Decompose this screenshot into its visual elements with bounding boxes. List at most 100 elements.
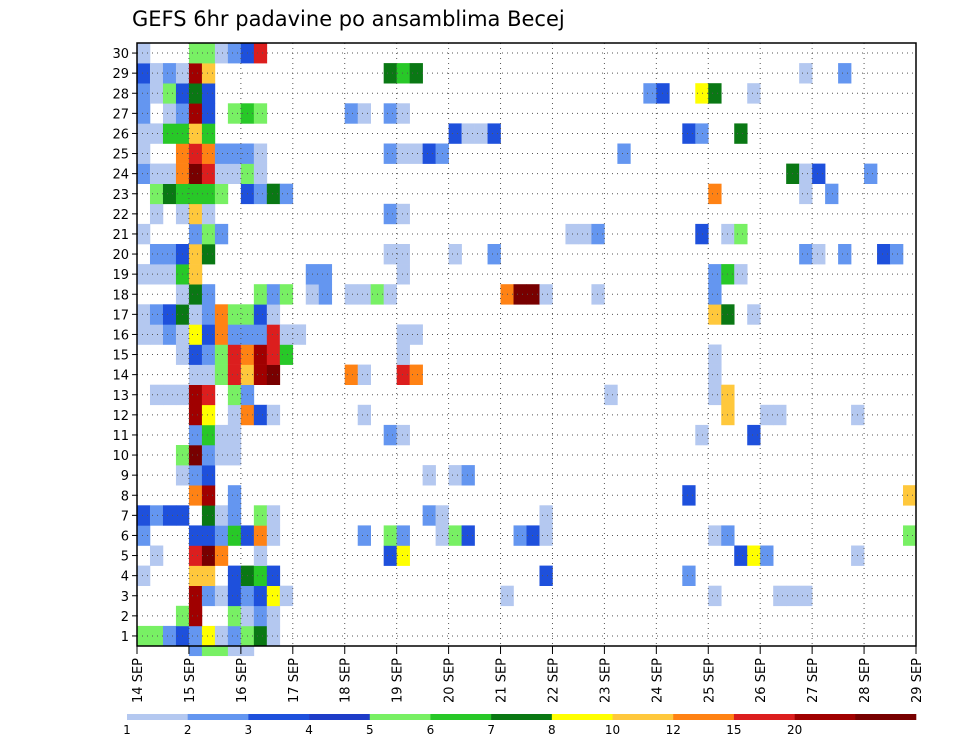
heatmap-cell — [253, 565, 268, 586]
heatmap-cell — [227, 344, 242, 365]
heatmap-cell — [513, 284, 527, 305]
heatmap-cell — [137, 304, 151, 325]
heatmap-cell — [396, 203, 410, 225]
y-tick-label: 30 — [112, 47, 129, 62]
heatmap-cell — [188, 143, 203, 164]
heatmap-cell — [708, 264, 722, 285]
x-tick-label: 29 SEP — [910, 658, 925, 703]
heatmap-cell — [188, 384, 203, 406]
heatmap-cell — [253, 585, 268, 607]
colorbar-swatch — [491, 714, 553, 720]
heatmap-cell — [409, 143, 423, 164]
heatmap-cell — [266, 304, 281, 325]
heatmap-cell — [149, 505, 164, 526]
heatmap-cell — [201, 203, 216, 225]
heatmap-cell — [578, 223, 592, 245]
heatmap-cell — [149, 183, 164, 205]
heatmap-cell — [201, 63, 216, 84]
heatmap-cell — [227, 424, 242, 446]
heatmap-cell — [201, 424, 216, 446]
heatmap-cell — [734, 123, 748, 144]
x-tick-label: 19 SEP — [391, 658, 406, 703]
heatmap-cell — [279, 344, 294, 365]
heatmap-cell — [708, 384, 722, 406]
heatmap-cell — [253, 284, 268, 305]
heatmap-cell — [708, 585, 722, 607]
heatmap-cell — [591, 223, 605, 245]
heatmap-cell — [812, 163, 826, 184]
heatmap-cell — [396, 424, 410, 446]
heatmap-cell — [409, 364, 423, 385]
heatmap-cell — [162, 103, 177, 124]
heatmap-cell — [409, 63, 423, 84]
heatmap-cell — [448, 123, 462, 144]
heatmap-cell — [903, 485, 917, 506]
heatmap-cell — [617, 143, 631, 164]
heatmap-cell — [201, 465, 216, 486]
heatmap-cell — [682, 565, 696, 586]
heatmap-cell — [708, 284, 722, 305]
heatmap-cell — [201, 223, 216, 245]
heatmap-cell — [214, 344, 229, 365]
heatmap-cell — [461, 465, 475, 486]
heatmap-cell — [266, 364, 281, 385]
heatmap-cell — [137, 123, 151, 144]
heatmap-cell — [253, 163, 268, 184]
heatmap-cell — [227, 646, 242, 657]
x-tick-label: 16 SEP — [235, 658, 250, 703]
heatmap-cell — [201, 304, 216, 325]
x-tick-label: 17 SEP — [287, 658, 302, 703]
heatmap-cell — [773, 585, 787, 607]
heatmap-cell — [864, 163, 878, 184]
heatmap-cell — [253, 344, 268, 365]
y-tick-label: 20 — [112, 248, 129, 263]
y-tick-label: 29 — [112, 67, 129, 82]
heatmap-cell — [188, 565, 203, 586]
colorbar-level-label: 7 — [487, 723, 495, 737]
heatmap-cell — [266, 324, 281, 345]
heatmap-cell — [201, 324, 216, 345]
heatmap-cell — [344, 364, 359, 385]
heatmap-cell — [292, 324, 307, 345]
heatmap-cell — [188, 163, 203, 184]
colorbar-level-label: 20 — [787, 723, 802, 737]
heatmap-cell — [227, 404, 242, 426]
heatmap-cell — [227, 163, 242, 184]
heatmap-cell — [253, 324, 268, 345]
heatmap-cell — [137, 565, 151, 586]
heatmap-cell — [383, 103, 397, 124]
heatmap-cell — [214, 163, 229, 184]
heatmap-cell — [188, 585, 203, 607]
heatmap-cell — [137, 264, 151, 285]
heatmap-cell — [409, 324, 423, 345]
heatmap-cell — [214, 424, 229, 446]
heatmap-cell — [396, 545, 410, 566]
colorbar-level-label: 3 — [245, 723, 253, 737]
heatmap-cell — [695, 123, 709, 144]
heatmap-cell — [461, 123, 475, 144]
y-tick-label: 22 — [112, 208, 129, 223]
colorbar-swatch — [309, 714, 371, 720]
y-tick-label: 1 — [121, 630, 129, 645]
heatmap-cell — [383, 63, 397, 84]
heatmap-cell — [214, 646, 229, 657]
y-tick-label: 26 — [112, 127, 129, 142]
heatmap-cell — [149, 384, 164, 406]
y-tick-label: 25 — [112, 148, 129, 163]
heatmap-cell — [227, 445, 242, 466]
y-tick-label: 15 — [112, 349, 129, 364]
y-tick-label: 7 — [121, 509, 129, 524]
heatmap-cell — [396, 344, 410, 365]
heatmap-cell — [266, 183, 281, 205]
y-tick-label: 23 — [112, 188, 129, 203]
colorbar-swatch — [855, 714, 917, 720]
heatmap-cell — [396, 103, 410, 124]
colorbar-level-label: 12 — [666, 723, 681, 737]
heatmap-cell — [201, 83, 216, 104]
y-tick-label: 18 — [112, 288, 129, 303]
colorbar-level-label: 15 — [726, 723, 741, 737]
heatmap-cell — [149, 163, 164, 184]
heatmap-cell — [747, 545, 761, 566]
heatmap-cell — [396, 143, 410, 164]
heatmap-cell — [214, 183, 229, 205]
